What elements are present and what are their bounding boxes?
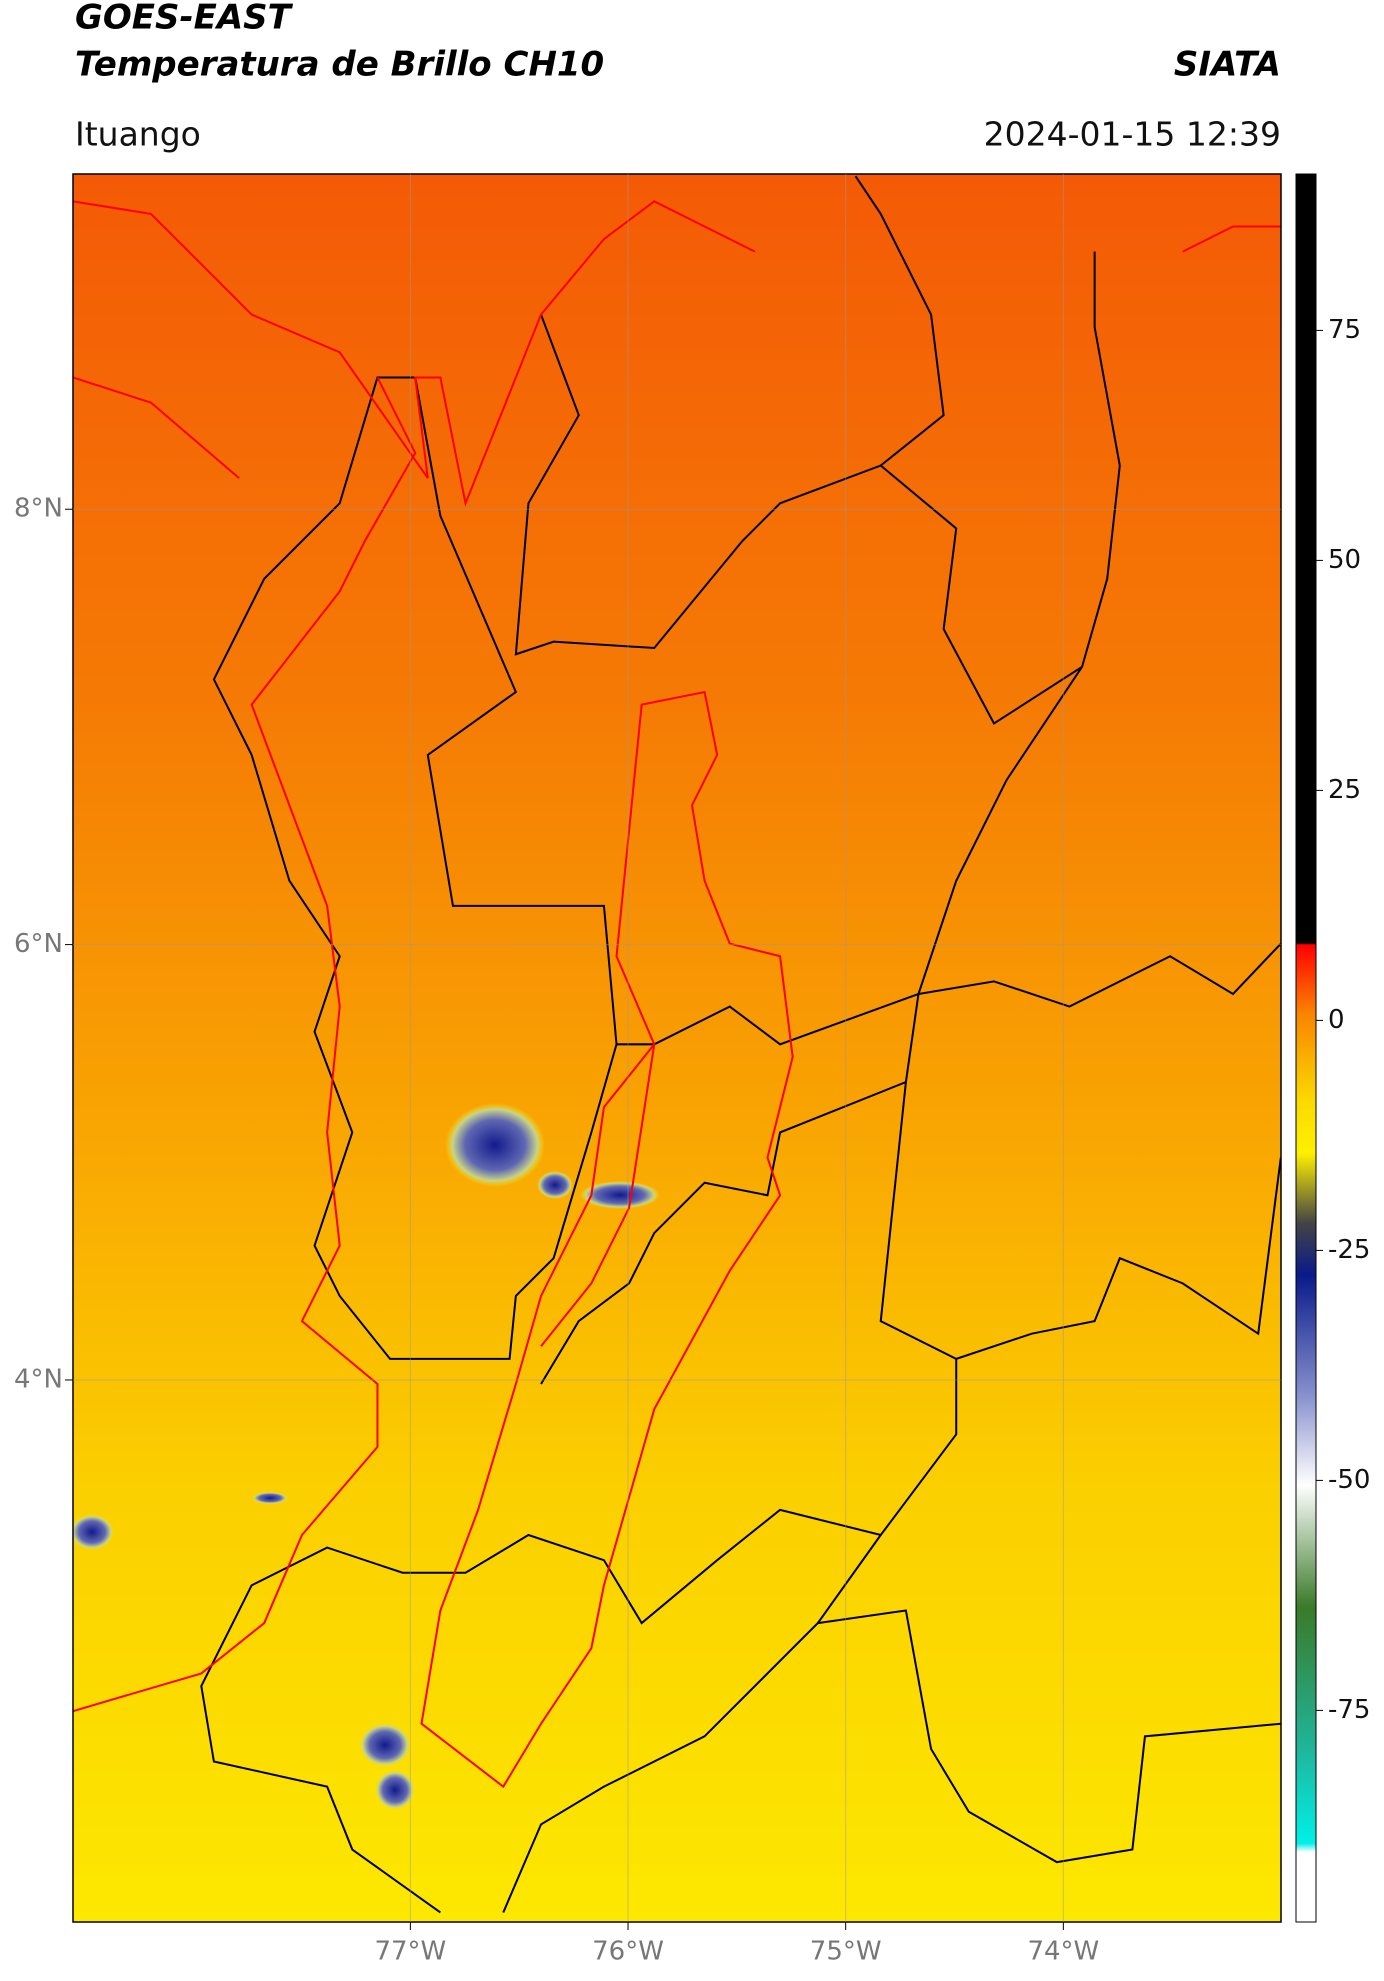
colorbar-tick-label: -25 [1328, 1235, 1370, 1265]
map [73, 174, 1281, 1922]
colorbar-tick-label: 75 [1328, 315, 1361, 345]
colorbar [1295, 173, 1317, 1923]
lat-tick-label: 6°N [14, 929, 63, 959]
lon-tick-label: 77°W [374, 1937, 446, 1967]
colorbar-tick-label: -75 [1328, 1695, 1370, 1725]
subtitle: Temperatura de Brillo CH10 [75, 45, 604, 85]
lat-tick-label: 4°N [14, 1364, 63, 1394]
colorbar-tick-label: 0 [1328, 1005, 1345, 1035]
datetime: 2024-01-15 12:39 [984, 115, 1281, 154]
lon-tick-label: 74°W [1027, 1937, 1099, 1967]
borders [73, 175, 1281, 1914]
region: Ituango [75, 115, 201, 154]
colorbar-tick-label: 25 [1328, 775, 1361, 805]
lat-tick-label: 8°N [14, 494, 63, 524]
clouds [73, 1103, 660, 1810]
map-frame [72, 173, 1282, 1923]
title: GOES-EAST [75, 0, 294, 38]
colorbar-tick-label: -50 [1328, 1465, 1370, 1495]
lon-tick-label: 76°W [592, 1937, 664, 1967]
source: SIATA [1174, 45, 1281, 85]
colorbar-tick-label: 50 [1328, 545, 1361, 575]
map-background [73, 174, 1281, 1922]
lon-tick-label: 75°W [810, 1937, 882, 1967]
